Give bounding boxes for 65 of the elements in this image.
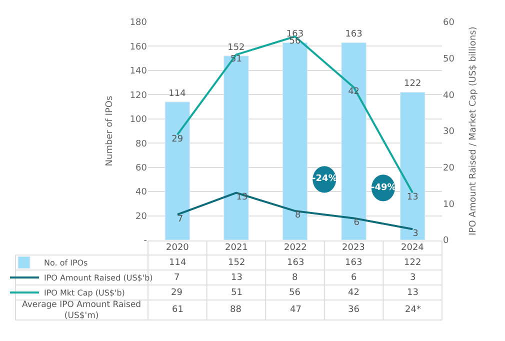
legend-label: IPO Amount Raised (US$'b) (44, 274, 153, 283)
y2-tick-label: 50 (443, 54, 455, 64)
bar (164, 102, 190, 240)
bar (400, 92, 426, 240)
y-tick-label: 40 (136, 188, 148, 198)
y-tick-label: 20 (136, 212, 148, 222)
text: 29 (171, 288, 183, 298)
y-tick-label: - (144, 236, 147, 246)
y2-tick-label: 0 (443, 236, 449, 246)
data-label: 163 (345, 30, 362, 40)
legend-label: IPO Mkt Cap (US$'b) (44, 288, 125, 298)
text: 163 (287, 258, 304, 268)
x-tick-label: 2020 (166, 243, 190, 253)
y2-tick-label: 40 (443, 90, 455, 101)
text: 6 (351, 273, 357, 283)
y-tick-label: 140 (130, 66, 148, 77)
data-label: 3 (412, 228, 418, 239)
data-label: 6 (354, 218, 360, 228)
y-tick-label: 160 (130, 42, 148, 52)
text: 8 (292, 273, 298, 283)
text: 42 (348, 288, 360, 298)
data-label: 29 (172, 134, 184, 144)
text: 88 (230, 305, 242, 315)
bar (341, 42, 366, 240)
text: 7 (174, 273, 180, 283)
y2-tick-label: 10 (443, 200, 455, 210)
y2-tick-label: 60 (443, 18, 455, 28)
y-tick-label: 180 (130, 18, 148, 28)
text: 13 (407, 288, 418, 298)
bar (282, 42, 308, 240)
y-axis-title: Number of IPOs (105, 95, 116, 166)
data-label: 114 (168, 88, 186, 99)
text: 163 (345, 258, 362, 268)
y2-tick-label: 20 (443, 163, 455, 174)
legend-label: No. of IPOs (44, 258, 88, 268)
data-label: 152 (228, 42, 245, 53)
y2-tick-label: 30 (443, 127, 455, 138)
text: 24* (405, 305, 422, 315)
text: 56 (289, 288, 301, 298)
y-tick-label: 80 (136, 139, 148, 150)
text: 36 (348, 305, 360, 315)
text: 13 (231, 273, 242, 283)
text: 61 (172, 305, 184, 315)
bar (224, 56, 249, 240)
y-tick-label: 120 (130, 90, 148, 101)
data-label: 122 (404, 79, 422, 90)
annotation: -49% (371, 183, 396, 193)
y-tick-label: 100 (130, 115, 148, 126)
text: Average IPO Amount Raised (US$'m) (22, 300, 142, 322)
text: 122 (404, 258, 422, 268)
y2-axis-title: IPO Amount Raised / Market Cap (US$ billions) (468, 26, 479, 236)
data-label: 13 (406, 192, 418, 203)
x-tick-label: 2024 (401, 243, 424, 253)
x-tick-label: 2022 (284, 243, 307, 253)
y-tick-label: 60 (136, 163, 148, 174)
text: 47 (290, 305, 302, 315)
data-label: 13 (236, 192, 248, 203)
text: 3 (410, 273, 416, 283)
x-tick-label: 2021 (225, 243, 248, 253)
data-label: 7 (177, 214, 184, 224)
data-label: 8 (295, 210, 301, 221)
x-tick-label: 2023 (342, 243, 365, 253)
text: 51 (231, 288, 242, 298)
text: 114 (169, 258, 186, 268)
text: 152 (228, 258, 246, 268)
